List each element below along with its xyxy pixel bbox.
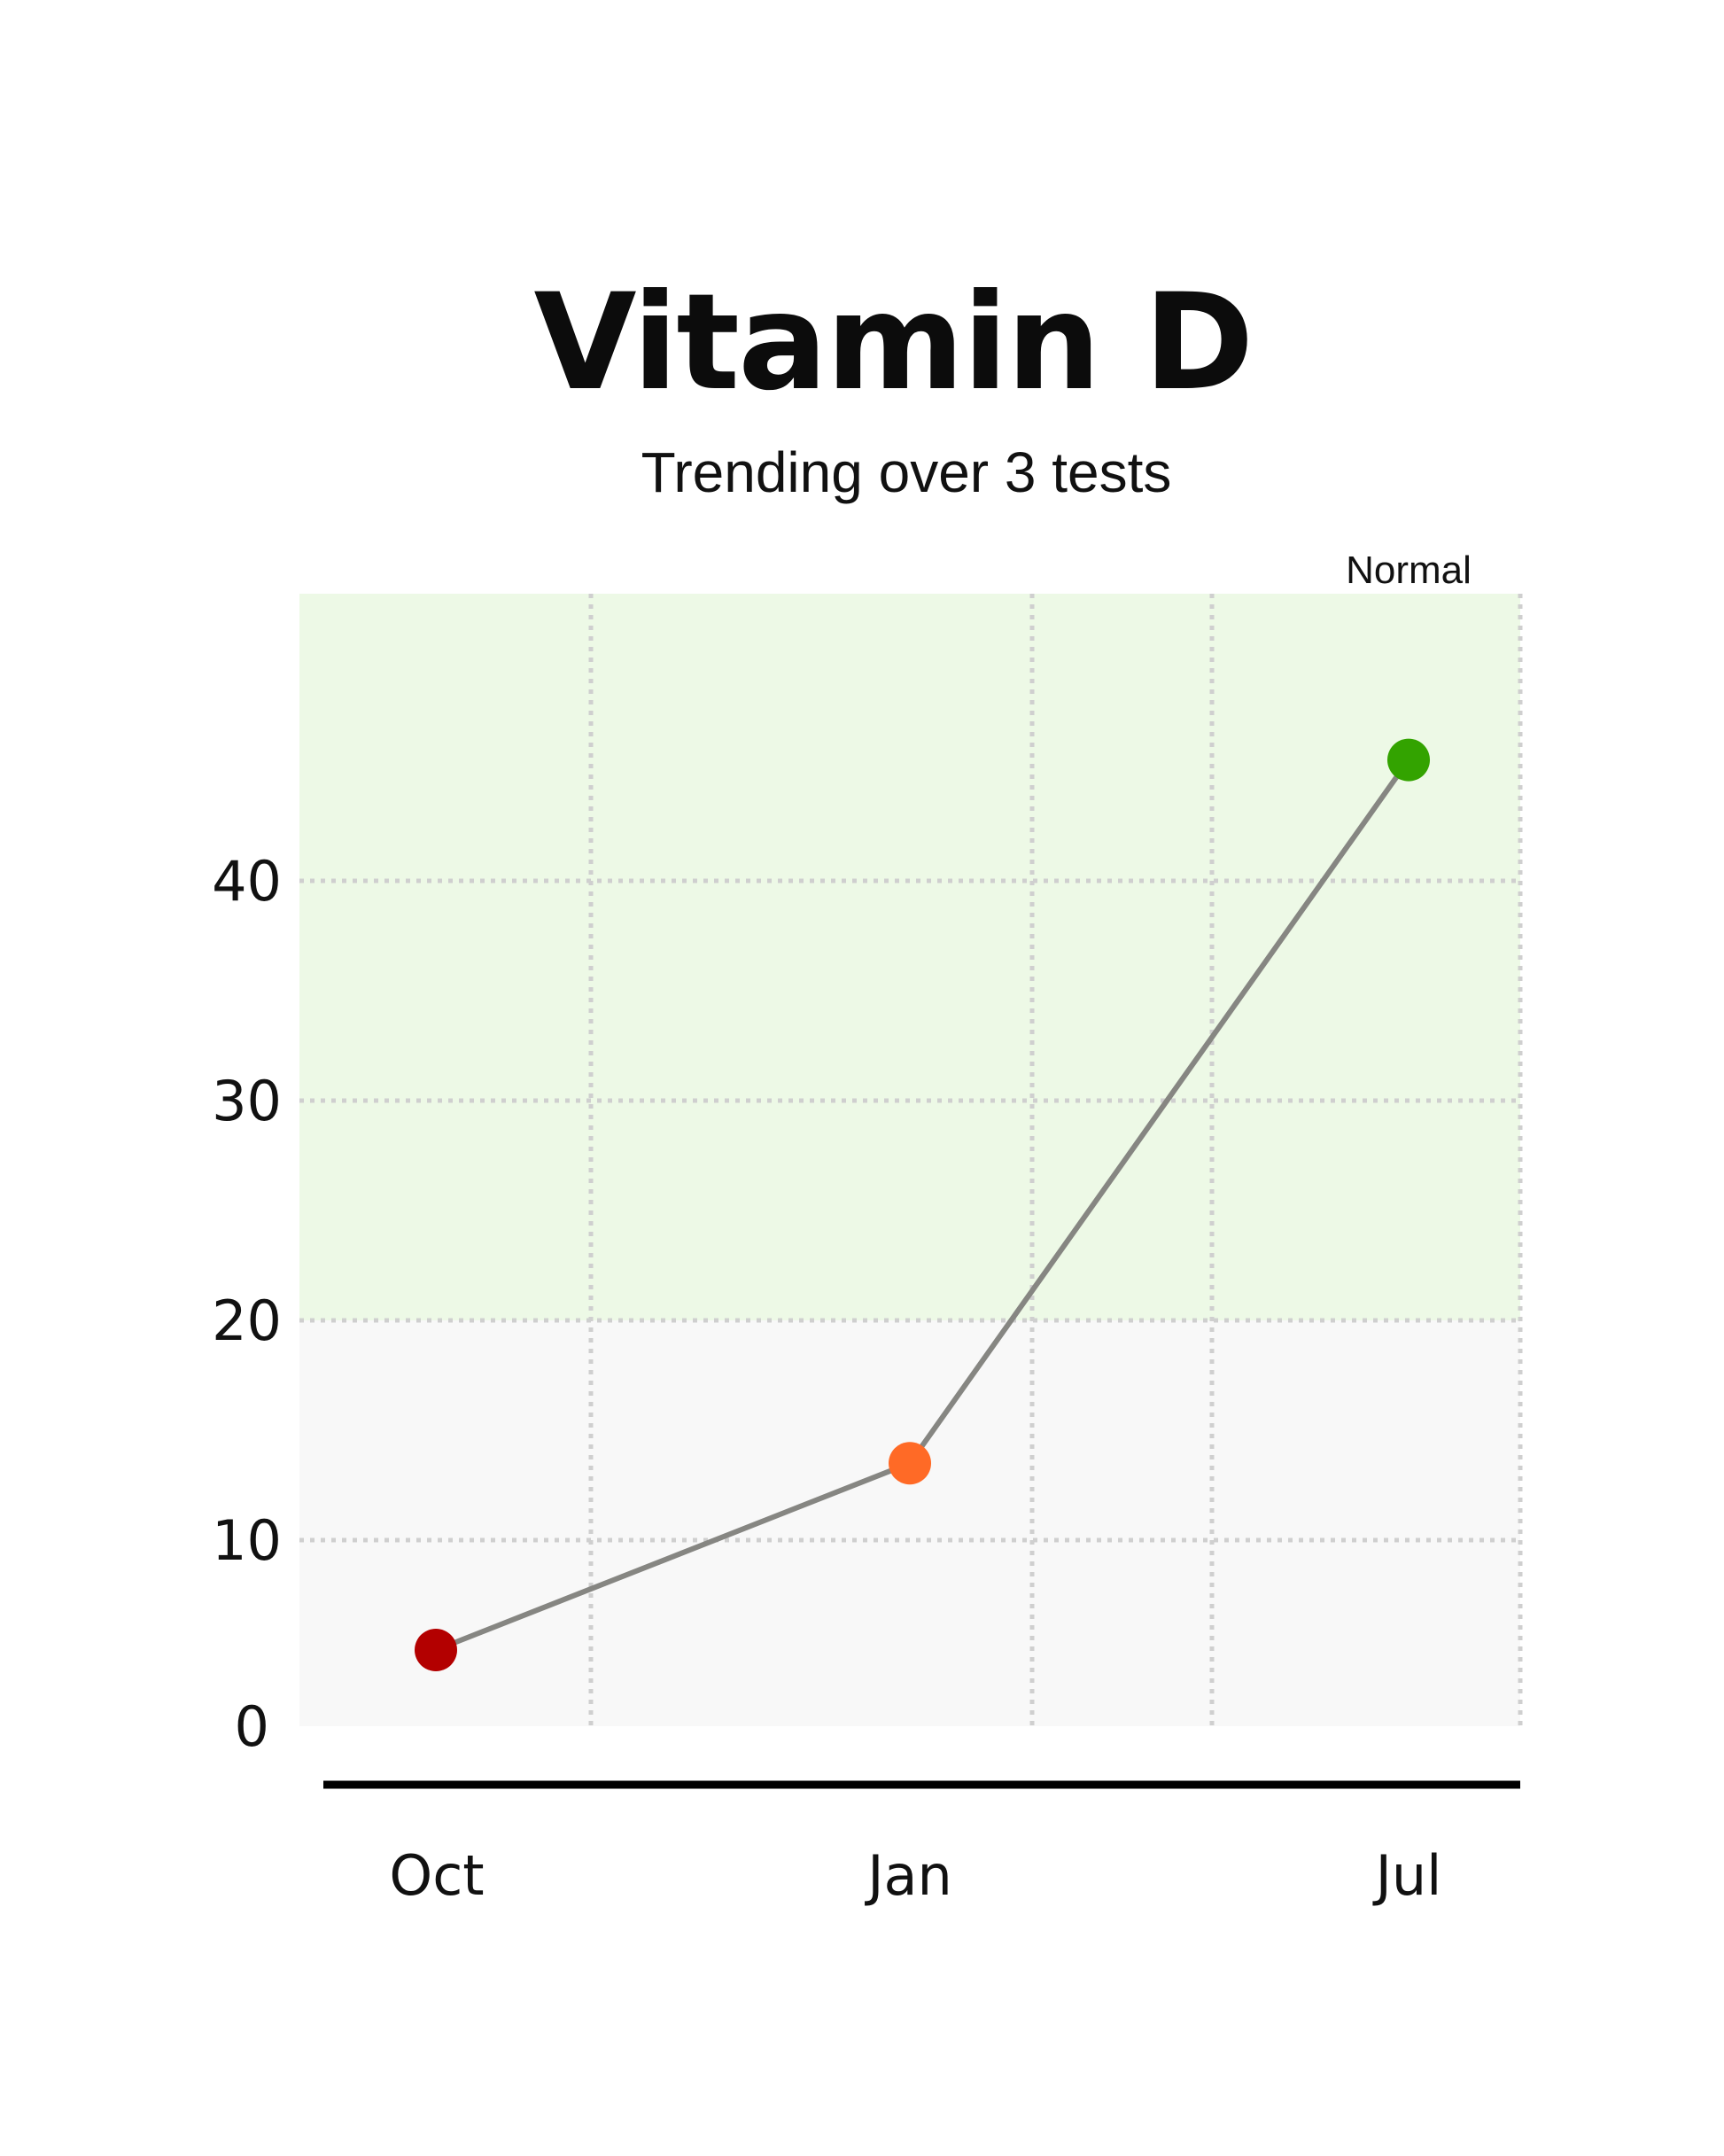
y-axis-ticks: 0 10 20 30 40 — [212, 849, 282, 1759]
y-tick-label: 20 — [212, 1288, 282, 1353]
zone-band-0 — [299, 594, 1520, 1320]
y-tick-label: 0 — [235, 1694, 269, 1759]
data-point-jan[interactable] — [889, 1442, 931, 1485]
chart-subtitle: Trending over 3 tests — [641, 440, 1172, 504]
x-tick-label: Jan — [864, 1843, 952, 1908]
y-tick-label: 30 — [212, 1069, 282, 1133]
zone-label: Normal — [1346, 549, 1472, 592]
grid-lines — [299, 594, 1523, 1726]
y-tick-label: 40 — [212, 849, 282, 914]
data-points — [415, 738, 1430, 1671]
x-axis-ticks: Oct Jan Jul — [389, 1843, 1441, 1908]
data-point-oct[interactable] — [415, 1629, 457, 1671]
x-tick-label: Oct — [389, 1843, 484, 1908]
chart-title: Vitamin D — [533, 266, 1254, 420]
zone-bands: Normal — [299, 549, 1520, 1726]
zone-band-1 — [299, 1320, 1520, 1726]
y-tick-label: 10 — [212, 1508, 282, 1573]
data-point-jul[interactable] — [1387, 738, 1430, 782]
x-tick-label: Jul — [1372, 1843, 1442, 1908]
